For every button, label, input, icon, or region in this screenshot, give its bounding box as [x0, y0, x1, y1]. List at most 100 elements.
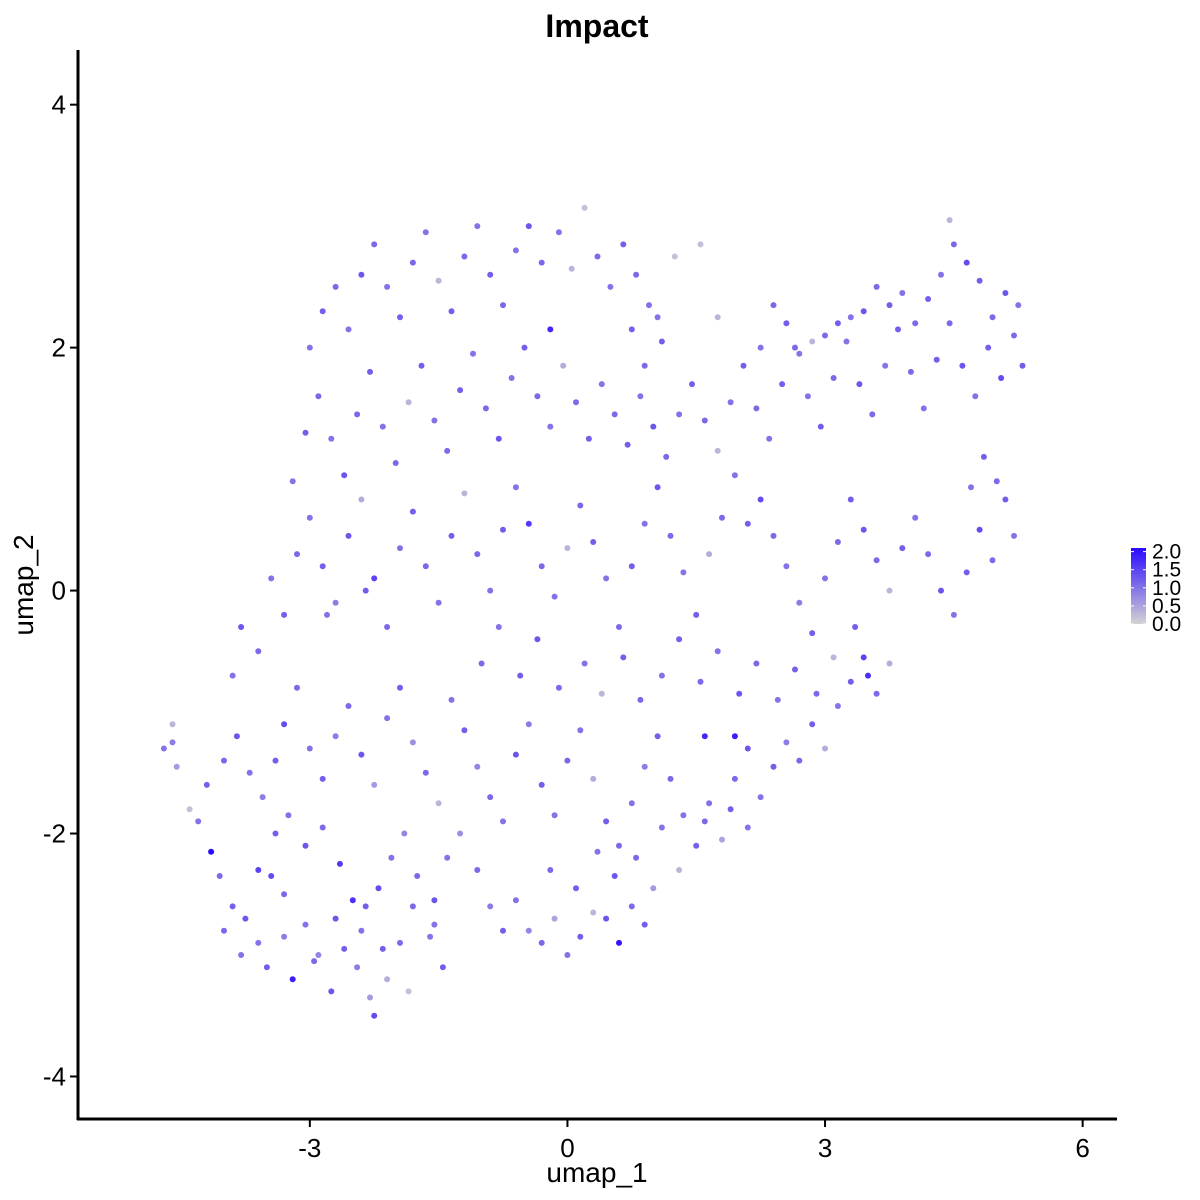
data-point [959, 362, 966, 369]
data-point [444, 447, 451, 454]
data-point [409, 259, 416, 266]
data-point [783, 563, 790, 570]
data-point [294, 551, 300, 558]
data-point [487, 587, 494, 594]
data-point [281, 611, 288, 618]
data-point [422, 769, 429, 776]
data-point [594, 253, 601, 260]
data-point [624, 441, 631, 448]
data-point [1002, 496, 1009, 503]
data-point [448, 696, 455, 703]
data-point [341, 472, 348, 479]
data-point [547, 867, 554, 873]
data-point [422, 229, 429, 236]
data-point [281, 891, 288, 898]
data-point [285, 812, 292, 819]
data-point [830, 654, 837, 661]
data-point [628, 563, 635, 570]
data-point [963, 259, 970, 266]
x-tick-label: 3 [818, 1133, 832, 1163]
data-point [551, 915, 558, 922]
data-point [371, 781, 378, 788]
data-point [186, 806, 193, 813]
data-point [500, 526, 506, 533]
data-point [512, 751, 519, 758]
data-point [328, 988, 335, 995]
data-point [658, 338, 665, 345]
data-point [950, 241, 957, 248]
data-point [985, 344, 992, 351]
data-point [860, 308, 867, 315]
data-point [719, 514, 725, 521]
data-point [195, 818, 202, 825]
data-point [770, 763, 777, 770]
data-point [500, 302, 506, 309]
data-point [362, 903, 369, 910]
colorbar-gradient [1131, 548, 1146, 624]
data-point [577, 727, 584, 734]
data-point [315, 952, 322, 958]
data-point [860, 526, 867, 533]
data-point [912, 514, 919, 521]
data-point [950, 611, 957, 618]
data-point [680, 569, 687, 576]
data-point [384, 976, 391, 983]
data-point [611, 873, 618, 879]
data-point [933, 356, 940, 363]
data-point [367, 368, 373, 375]
data-point [371, 241, 378, 248]
data-point [525, 520, 532, 527]
data-point [847, 496, 854, 503]
data-point [233, 733, 240, 740]
data-point [384, 283, 391, 290]
data-point [474, 763, 481, 770]
x-tick-label: -3 [298, 1133, 321, 1163]
data-point [538, 563, 545, 570]
data-point [435, 599, 442, 606]
data-point [384, 624, 391, 630]
data-point [246, 769, 253, 776]
data-point [641, 520, 648, 527]
data-point [783, 739, 790, 746]
data-point [405, 399, 412, 406]
data-point [238, 624, 245, 630]
data-point [208, 848, 215, 855]
data-point [822, 745, 828, 752]
data-point [706, 800, 713, 807]
data-point [379, 945, 386, 952]
data-point [676, 867, 683, 873]
data-point [633, 271, 640, 278]
data-point [770, 532, 777, 539]
data-point [968, 484, 974, 491]
data-point [512, 897, 519, 904]
data-point [577, 502, 584, 509]
data-point [616, 842, 622, 849]
data-point [345, 532, 352, 539]
data-point [547, 326, 554, 333]
data-point [616, 939, 622, 946]
data-point [268, 873, 275, 879]
data-point [680, 812, 687, 819]
y-tick-label: -2 [43, 819, 66, 849]
data-point [869, 411, 876, 418]
data-point [607, 283, 614, 290]
data-point [843, 338, 850, 345]
data-point [358, 496, 365, 503]
data-point [306, 514, 313, 521]
data-point [886, 302, 893, 309]
data-point [512, 247, 519, 254]
data-point [654, 733, 661, 740]
data-point [216, 873, 223, 879]
data-point [564, 952, 571, 958]
data-point [650, 885, 657, 892]
data-point [998, 375, 1005, 381]
data-point [272, 757, 279, 764]
data-point [384, 715, 391, 722]
data-point [993, 478, 1000, 485]
data-point [834, 539, 841, 545]
data-point [938, 271, 944, 278]
data-point [573, 399, 579, 406]
data-point [336, 860, 343, 867]
data-point [555, 229, 562, 236]
data-point [315, 393, 322, 400]
